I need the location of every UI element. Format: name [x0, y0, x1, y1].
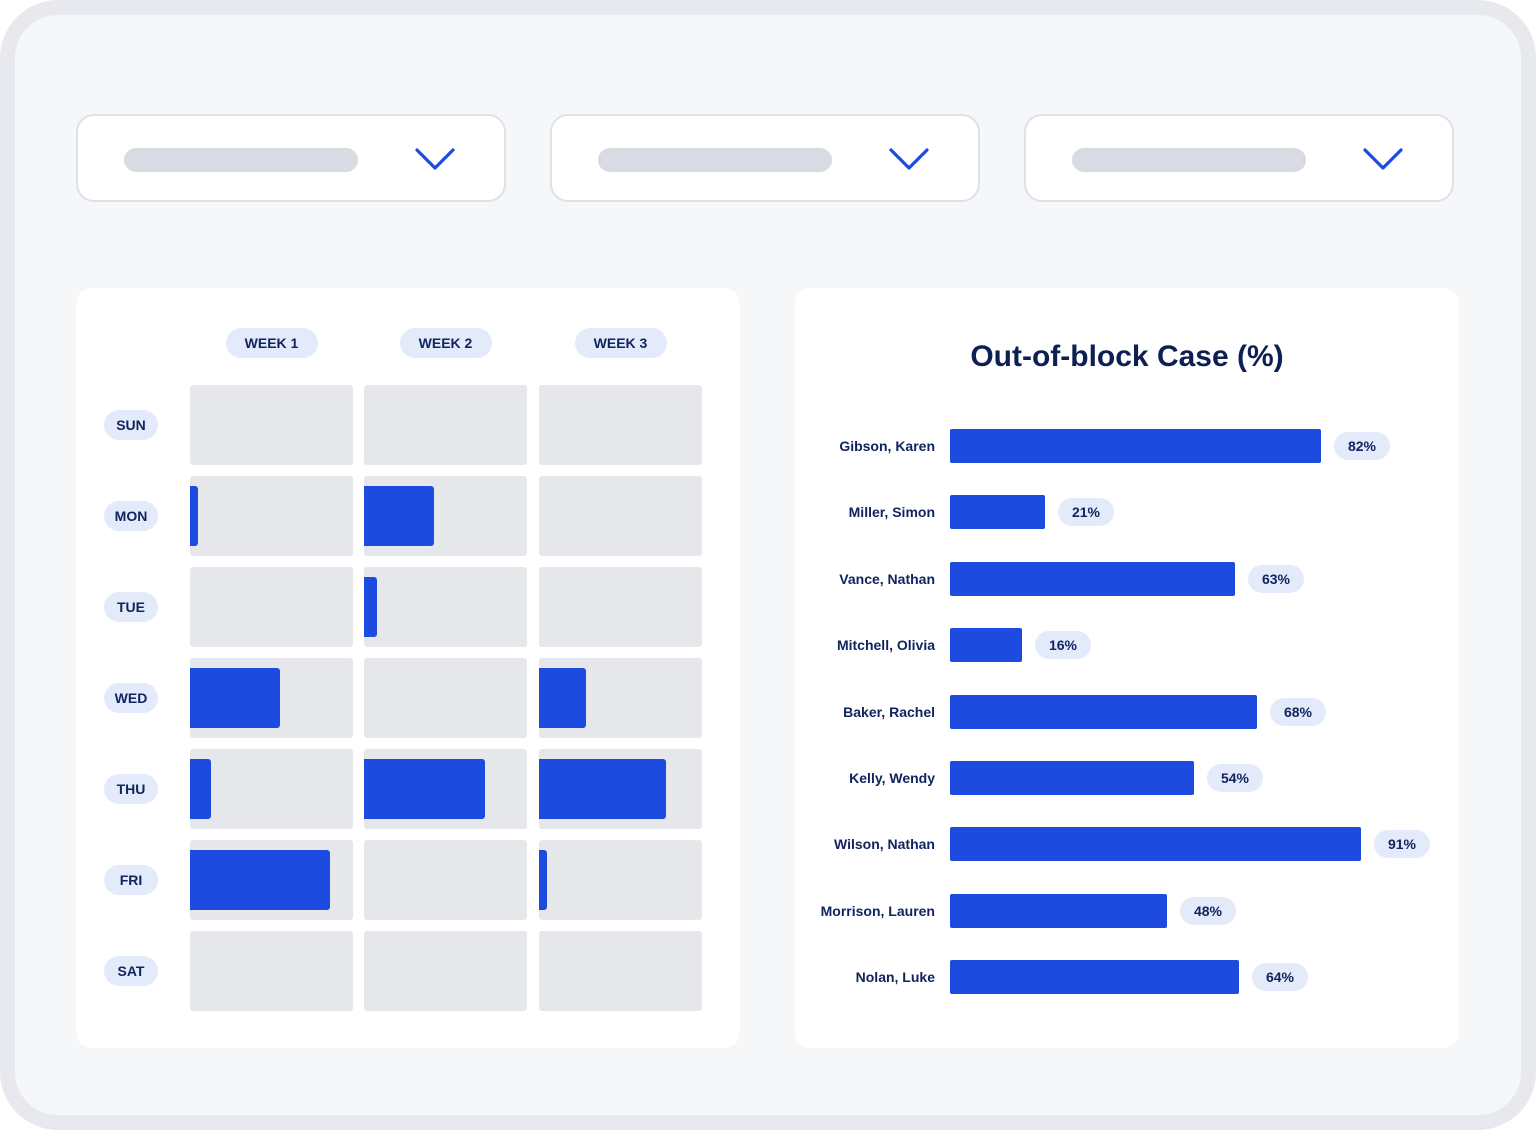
heatmap-fill [190, 668, 280, 728]
heatmap-cell[interactable] [364, 476, 527, 556]
heatmap-fill [190, 486, 198, 546]
heatmap-cell[interactable] [364, 567, 527, 647]
bar-value-label: 63% [1248, 565, 1304, 593]
bar-category-label: Gibson, Karen [839, 438, 935, 454]
bar[interactable] [950, 695, 1257, 729]
heatmap-fill [364, 486, 434, 546]
heatmap-fill [364, 759, 485, 819]
bar[interactable] [950, 761, 1194, 795]
bar-category-label: Mitchell, Olivia [836, 637, 935, 653]
heatmap-cell[interactable] [539, 567, 702, 647]
filter-dropdown-2[interactable] [550, 114, 980, 202]
bar[interactable] [950, 628, 1022, 662]
bar-category-label: Morrison, Lauren [820, 903, 935, 919]
heatmap-fill [364, 577, 377, 637]
bar-category-label: Wilson, Nathan [834, 836, 935, 852]
filter-dropdown-3[interactable] [1024, 114, 1454, 202]
bar-value-label: 54% [1207, 764, 1263, 792]
week-header: WEEK 3 [574, 328, 667, 358]
heatmap-fill [539, 668, 586, 728]
dropdown-placeholder [1072, 148, 1306, 172]
heatmap-cell[interactable] [190, 567, 353, 647]
dropdown-placeholder [124, 148, 358, 172]
heatmap-fill [190, 759, 211, 819]
heatmap-cell[interactable] [364, 658, 527, 738]
day-label: SUN [104, 410, 158, 440]
heatmap-cell[interactable] [364, 840, 527, 920]
filter-dropdown-1[interactable] [76, 114, 506, 202]
bar-value-label: 48% [1180, 897, 1236, 925]
heatmap-cell[interactable] [190, 658, 353, 738]
heatmap-fill [190, 850, 330, 910]
heatmap-cell[interactable] [364, 749, 527, 829]
heatmap-cell[interactable] [539, 931, 702, 1011]
chart-title: Out-of-block Case (%) [970, 340, 1284, 373]
week-header: WEEK 1 [225, 328, 318, 358]
bar-value-label: 82% [1334, 432, 1390, 460]
heatmap-cell[interactable] [190, 749, 353, 829]
dropdown-placeholder [598, 148, 832, 172]
chevron-down-icon [1363, 148, 1403, 170]
chevron-down-icon [889, 148, 929, 170]
schedule-heatmap-card: WEEK 1 WEEK 2 WEEK 3 SUN MON TUE WED THU FRI SAT [76, 288, 740, 1048]
out-of-block-chart-card: Out-of-block Case (%) Gibson, Karen 82% Mi… [795, 288, 1459, 1048]
chevron-down-icon [415, 148, 455, 170]
bar-value-label: 16% [1035, 631, 1091, 659]
heatmap-cell[interactable] [190, 840, 353, 920]
bar-value-label: 91% [1374, 830, 1430, 858]
bar-category-label: Vance, Nathan [839, 571, 935, 587]
bar[interactable] [950, 960, 1239, 994]
day-label: MON [104, 501, 158, 531]
heatmap-fill [539, 759, 666, 819]
day-label: TUE [104, 592, 158, 622]
bar[interactable] [950, 562, 1235, 596]
heatmap-cell[interactable] [190, 476, 353, 556]
day-label: THU [104, 774, 158, 804]
bar-value-label: 21% [1058, 498, 1114, 526]
heatmap-fill [539, 850, 547, 910]
heatmap-cell[interactable] [364, 385, 527, 465]
bar-value-label: 64% [1252, 963, 1308, 991]
heatmap-cell[interactable] [539, 749, 702, 829]
week-header: WEEK 2 [399, 328, 492, 358]
heatmap-cell[interactable] [539, 840, 702, 920]
day-label: FRI [104, 865, 158, 895]
bar[interactable] [950, 894, 1167, 928]
bar[interactable] [950, 495, 1045, 529]
heatmap-cell[interactable] [190, 385, 353, 465]
bar-category-label: Nolan, Luke [855, 969, 935, 985]
heatmap-cell[interactable] [539, 385, 702, 465]
bar-category-label: Baker, Rachel [843, 704, 935, 720]
heatmap-cell[interactable] [190, 931, 353, 1011]
bar-category-label: Kelly, Wendy [849, 770, 935, 786]
day-label: WED [104, 683, 158, 713]
day-label: SAT [104, 956, 158, 986]
heatmap-cell[interactable] [364, 931, 527, 1011]
heatmap-cell[interactable] [539, 658, 702, 738]
heatmap-cell[interactable] [539, 476, 702, 556]
bar-value-label: 68% [1270, 698, 1326, 726]
bar[interactable] [950, 827, 1361, 861]
bar-category-label: Miller, Simon [848, 504, 935, 520]
bar[interactable] [950, 429, 1321, 463]
